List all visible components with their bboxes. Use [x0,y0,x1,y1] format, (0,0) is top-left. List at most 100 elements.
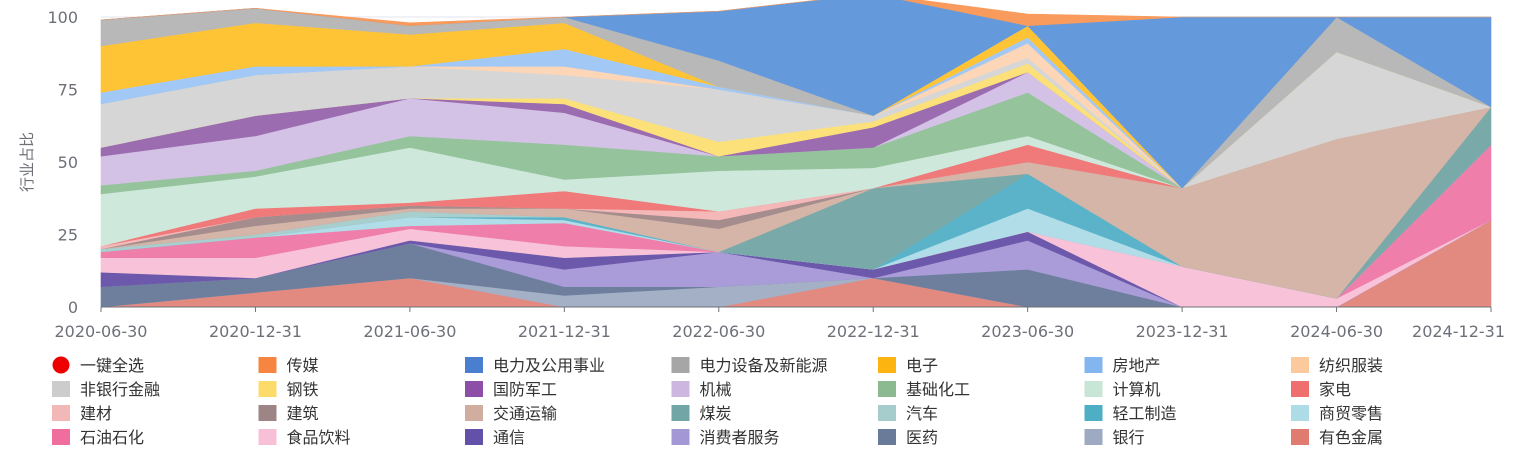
legend-label: 计算机 [1113,380,1161,399]
legend-item-银行[interactable]: 银行 [1084,428,1145,447]
legend-swatch [1084,381,1103,397]
y-axis-title: 行业占比 [18,132,36,192]
legend-label: 汽车 [906,404,938,423]
legend-item-家电[interactable]: 家电 [1291,380,1351,399]
legend-swatch [258,357,277,373]
legend-label: 医药 [906,428,938,447]
legend-swatch [878,381,896,397]
legend-item-纺织服装[interactable]: 纺织服装 [1291,356,1383,375]
x-tick-label: 2021-12-31 [518,322,611,341]
legend-swatch [1291,405,1309,421]
legend-label: 电力设备及新能源 [700,356,828,375]
x-tick-label: 2022-06-30 [672,322,765,341]
legend-item-建筑[interactable]: 建筑 [258,404,319,423]
legend-item-煤炭[interactable]: 煤炭 [671,404,732,423]
legend-item-食品饮料[interactable]: 食品饮料 [258,428,351,447]
legend-swatch [258,429,277,445]
legend-label: 建筑 [287,404,319,423]
legend-swatch [52,429,70,445]
legend-item-电力设备及新能源[interactable]: 电力设备及新能源 [671,356,828,375]
legend-label: 食品饮料 [287,428,351,447]
legend-label: 房地产 [1113,356,1161,375]
legend-swatch [465,381,483,397]
legend-label: 传媒 [287,356,319,375]
legend-label: 机械 [700,380,732,399]
legend-label: 轻工制造 [1113,404,1177,423]
legend-item-商贸零售[interactable]: 商贸零售 [1291,404,1383,423]
legend-item-基础化工[interactable]: 基础化工 [878,380,970,399]
legend-item-传媒[interactable]: 传媒 [258,356,319,375]
legend-label: 纺织服装 [1319,356,1383,375]
legend-item-钢铁[interactable]: 钢铁 [258,380,319,399]
legend-item-国防军工[interactable]: 国防军工 [465,380,557,399]
legend-label: 家电 [1319,380,1351,399]
legend-swatch [1291,381,1309,397]
x-tick-label: 2020-06-30 [55,322,148,341]
legend-swatch [878,405,896,421]
legend-item-电力及公用事业[interactable]: 电力及公用事业 [465,356,605,375]
legend-item-轻工制造[interactable]: 轻工制造 [1084,404,1177,423]
legend-swatch [465,429,483,445]
legend-swatch [878,429,896,445]
legend-item-建材[interactable]: 建材 [52,404,112,423]
legend-swatch [671,405,690,421]
legend-item-电子[interactable]: 电子 [878,356,938,375]
legend-item-通信[interactable]: 通信 [465,428,525,447]
x-tick-label: 2022-12-31 [827,322,920,341]
legend-swatch [465,357,483,373]
x-tick-label: 2024-12-31 [1412,322,1505,341]
legend-item-房地产[interactable]: 房地产 [1084,356,1161,375]
legend-label: 电力及公用事业 [493,356,605,375]
legend-label: 非银行金融 [80,380,160,399]
legend-swatch [878,357,896,373]
legend-item-医药[interactable]: 医药 [878,428,938,447]
legend-label: 银行 [1113,428,1145,447]
legend-swatch [258,381,277,397]
legend-item-计算机[interactable]: 计算机 [1084,380,1161,399]
legend-swatch [1084,405,1103,421]
legend-label: 有色金属 [1319,428,1383,447]
legend-item-非银行金融[interactable]: 非银行金融 [52,380,160,399]
legend-label: 煤炭 [700,404,732,423]
legend-label: 石油石化 [80,428,144,447]
legend-swatch [1084,357,1103,373]
legend-label: 交通运输 [493,404,557,423]
x-tick-label: 2024-06-30 [1290,322,1383,341]
legend-label: 国防军工 [493,380,557,399]
axes: 0 25 50 75 100 2020-06-30 2020-12-31 2021-06-30… [47,8,1505,341]
legend-item-交通运输[interactable]: 交通运输 [465,404,557,423]
area-传媒 [100,0,1492,26]
y-tick-label: 25 [58,226,78,245]
legend-item-机械[interactable]: 机械 [671,380,732,399]
legend-swatch [1084,429,1103,445]
legend-swatch [52,381,70,397]
y-tick-label: 0 [68,298,78,317]
legend-swatch [258,405,277,421]
y-tick-label: 75 [58,81,78,100]
legend-label: 一键全选 [80,356,144,375]
legend-label: 消费者服务 [700,428,780,447]
legend-item-一键全选[interactable]: 一键全选 [52,356,145,375]
x-tick-label: 2021-06-30 [363,322,456,341]
legend-item-消费者服务[interactable]: 消费者服务 [671,428,780,447]
x-tick-label: 2023-12-31 [1136,322,1229,341]
legend-label: 电子 [906,356,938,375]
y-tick-label: 50 [58,153,78,172]
legend-label: 钢铁 [287,380,319,399]
legend-swatch [465,405,483,421]
legend-label: 通信 [493,428,525,447]
legend-swatch [1291,357,1309,373]
legend-item-石油石化[interactable]: 石油石化 [52,428,144,447]
select-all-marker [52,356,70,374]
legend-swatch [1291,429,1309,445]
legend-item-有色金属[interactable]: 有色金属 [1291,428,1383,447]
legend-swatch [671,429,690,445]
legend-item-汽车[interactable]: 汽车 [878,404,938,423]
x-tick-label: 2020-12-31 [209,322,302,341]
legend-swatch [671,381,690,397]
area-series [100,0,1492,308]
legend-label: 建材 [80,404,112,423]
legend-label: 基础化工 [906,380,970,399]
